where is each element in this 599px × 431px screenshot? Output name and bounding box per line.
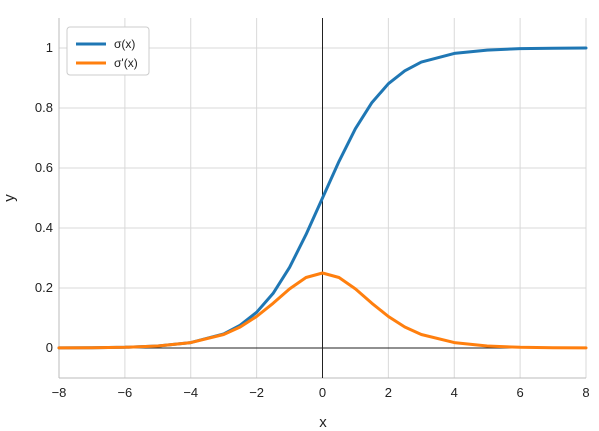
y-tick-label: 0.6 xyxy=(35,160,53,175)
x-tick-label: 4 xyxy=(451,385,458,400)
y-tick-label: 1 xyxy=(46,40,53,55)
x-tick-label: −6 xyxy=(117,385,132,400)
legend: σ(x) σ'(x) xyxy=(66,26,150,76)
series-lines xyxy=(57,46,588,350)
tick-labels: −8 −6 −4 −2 0 2 4 6 8 0 0.2 0.4 0.6 0.8 1 xyxy=(35,40,590,400)
x-tick-label: 8 xyxy=(582,385,589,400)
y-tick-label: 0 xyxy=(46,340,53,355)
x-tick-label: 0 xyxy=(319,385,326,400)
x-tick-label: −8 xyxy=(52,385,67,400)
y-tick-label: 0.4 xyxy=(35,220,53,235)
legend-label-sigma: σ(x) xyxy=(114,37,135,51)
x-tick-label: 2 xyxy=(385,385,392,400)
legend-label-sigma-derivative: σ'(x) xyxy=(114,56,138,70)
y-tick-label: 0.2 xyxy=(35,280,53,295)
x-tick-label: −4 xyxy=(183,385,198,400)
x-tick-label: −2 xyxy=(249,385,264,400)
y-tick-label: 0.8 xyxy=(35,100,53,115)
y-axis-title: y xyxy=(1,194,18,202)
x-tick-label: 6 xyxy=(517,385,524,400)
series-line-1 xyxy=(57,271,588,350)
x-axis-title: x xyxy=(319,414,327,431)
